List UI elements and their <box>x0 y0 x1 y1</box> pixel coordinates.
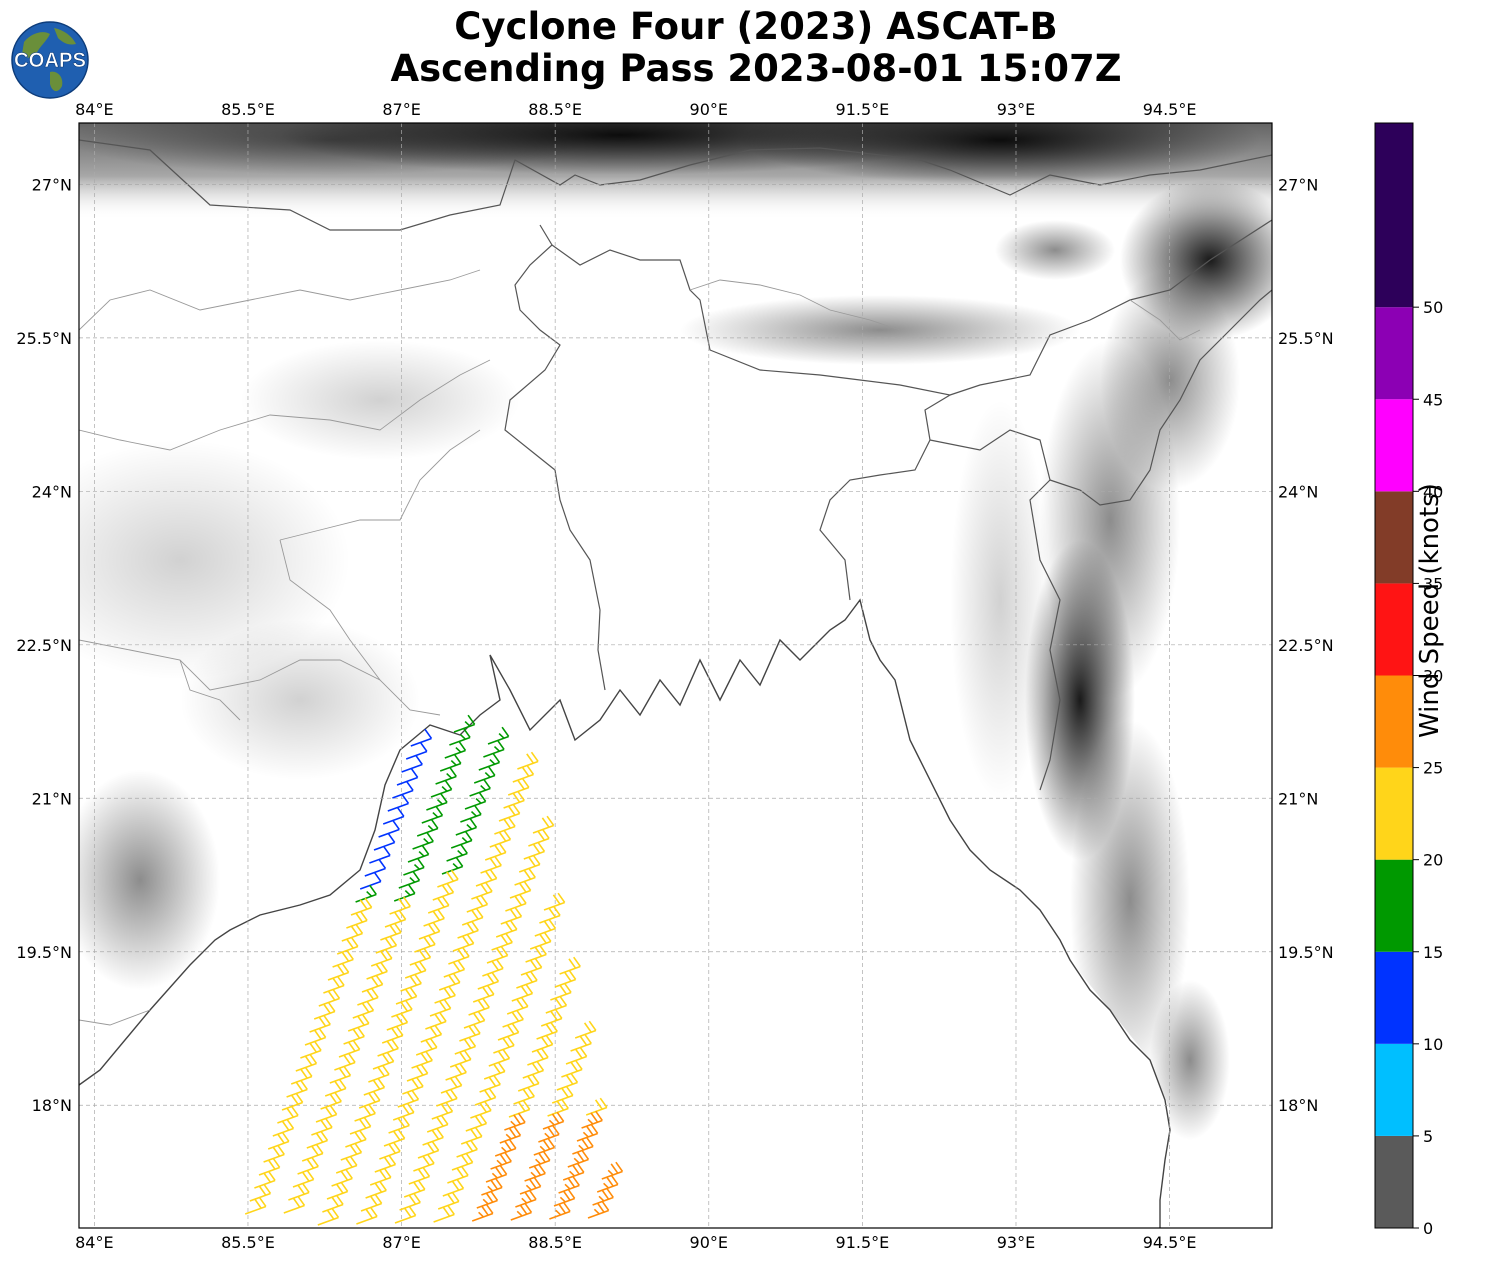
wind-barb <box>524 1163 546 1182</box>
title-line-1: Cyclone Four (2023) ASCAT-B <box>454 5 1058 48</box>
wind-barb <box>317 1207 340 1226</box>
wind-barb <box>471 1203 494 1222</box>
lon-tick-label-top: 91.5°E <box>836 100 890 119</box>
coastline <box>79 598 1171 1228</box>
wind-barb <box>515 1189 537 1208</box>
lon-tick-label-bottom: 91.5°E <box>836 1233 890 1252</box>
wind-barb <box>567 1149 590 1168</box>
lon-tick-label-top: 84°E <box>75 100 113 119</box>
lat-tick-label-right: 24°N <box>1278 482 1318 501</box>
wind-barb <box>499 1125 522 1144</box>
lat-tick-label-right: 25.5°N <box>1278 329 1334 348</box>
lat-tick-label-left: 18°N <box>32 1096 72 1115</box>
lat-labels-left: 27°N 25.5°N 24°N 22.5°N 21°N 19.5°N 18°N <box>16 175 72 1115</box>
lat-tick-label-left: 22.5°N <box>16 636 72 655</box>
bay-of-bengal <box>79 620 1170 1228</box>
lon-tick-label-top: 93°E <box>997 100 1035 119</box>
lon-tick-label-bottom: 84°E <box>75 1233 113 1252</box>
lat-tick-label-left: 24°N <box>32 482 72 501</box>
graticule <box>79 123 1272 1228</box>
lat-tick-label-left: 21°N <box>32 789 72 808</box>
lon-labels-bottom: 84°E 85.5°E 87°E 88.5°E 90°E 91.5°E 93°E 94.5°E <box>75 1233 1196 1252</box>
lon-tick-label-top: 87°E <box>382 100 420 119</box>
coaps-globe-logo-icon: COAPS <box>11 21 89 99</box>
lat-tick-label-left: 27°N <box>32 175 72 194</box>
terrain-shading <box>79 123 1272 1140</box>
wind-barbs <box>244 714 624 1226</box>
country-borders <box>79 139 1272 791</box>
lat-tick-label-left: 19.5°N <box>16 943 72 962</box>
lat-tick-label-left: 25.5°N <box>16 329 72 348</box>
logo-text: COAPS <box>14 49 86 72</box>
lon-tick-label-bottom: 90°E <box>690 1233 728 1252</box>
lat-tick-label-right: 19.5°N <box>1278 943 1334 962</box>
colorbar-label: Wind Speed (knots) <box>1415 483 1445 738</box>
wind-barb <box>510 1202 533 1221</box>
lat-tick-label-right: 21°N <box>1278 789 1318 808</box>
wind-barb <box>244 1196 267 1215</box>
lat-labels-right: 27°N 25.5°N 24°N 22.5°N 21°N 19.5°N 18°N <box>1278 175 1334 1115</box>
state-borders <box>79 269 1201 1026</box>
map-frame <box>78 122 1273 1229</box>
wind-barb <box>433 1204 455 1223</box>
wind-barb <box>592 1187 614 1206</box>
wind-barb <box>283 1195 306 1214</box>
lat-tick-label-right: 27°N <box>1278 175 1318 194</box>
wind-barb <box>356 1206 378 1225</box>
lon-tick-label-bottom: 85.5°E <box>221 1233 275 1252</box>
lon-tick-label-bottom: 93°E <box>997 1233 1035 1252</box>
lon-tick-label-top: 94.5°E <box>1143 100 1197 119</box>
lon-tick-label-top: 88.5°E <box>528 100 582 119</box>
wind-barb <box>542 1111 565 1130</box>
map-area <box>79 123 1272 1228</box>
map-title: Cyclone Four (2023) ASCAT-B Ascending Pa… <box>0 6 1512 90</box>
lon-tick-label-bottom: 88.5°E <box>528 1233 582 1252</box>
lon-labels-top: 84°E 85.5°E 87°E 88.5°E 90°E 91.5°E 93°E 94.5°E <box>75 100 1196 119</box>
lon-tick-label-bottom: 94.5°E <box>1143 1233 1197 1252</box>
wind-barb <box>549 1201 571 1220</box>
wind-barb <box>394 1205 417 1224</box>
lon-tick-label-top: 90°E <box>690 100 728 119</box>
wind-barb <box>587 1200 610 1219</box>
lat-tick-label-right: 18°N <box>1278 1096 1318 1115</box>
title-line-2: Ascending Pass 2023-08-01 15:07Z <box>390 47 1122 90</box>
lon-tick-label-top: 85.5°E <box>221 100 275 119</box>
lon-tick-label-bottom: 87°E <box>382 1233 420 1252</box>
lat-tick-label-right: 22.5°N <box>1278 636 1334 655</box>
